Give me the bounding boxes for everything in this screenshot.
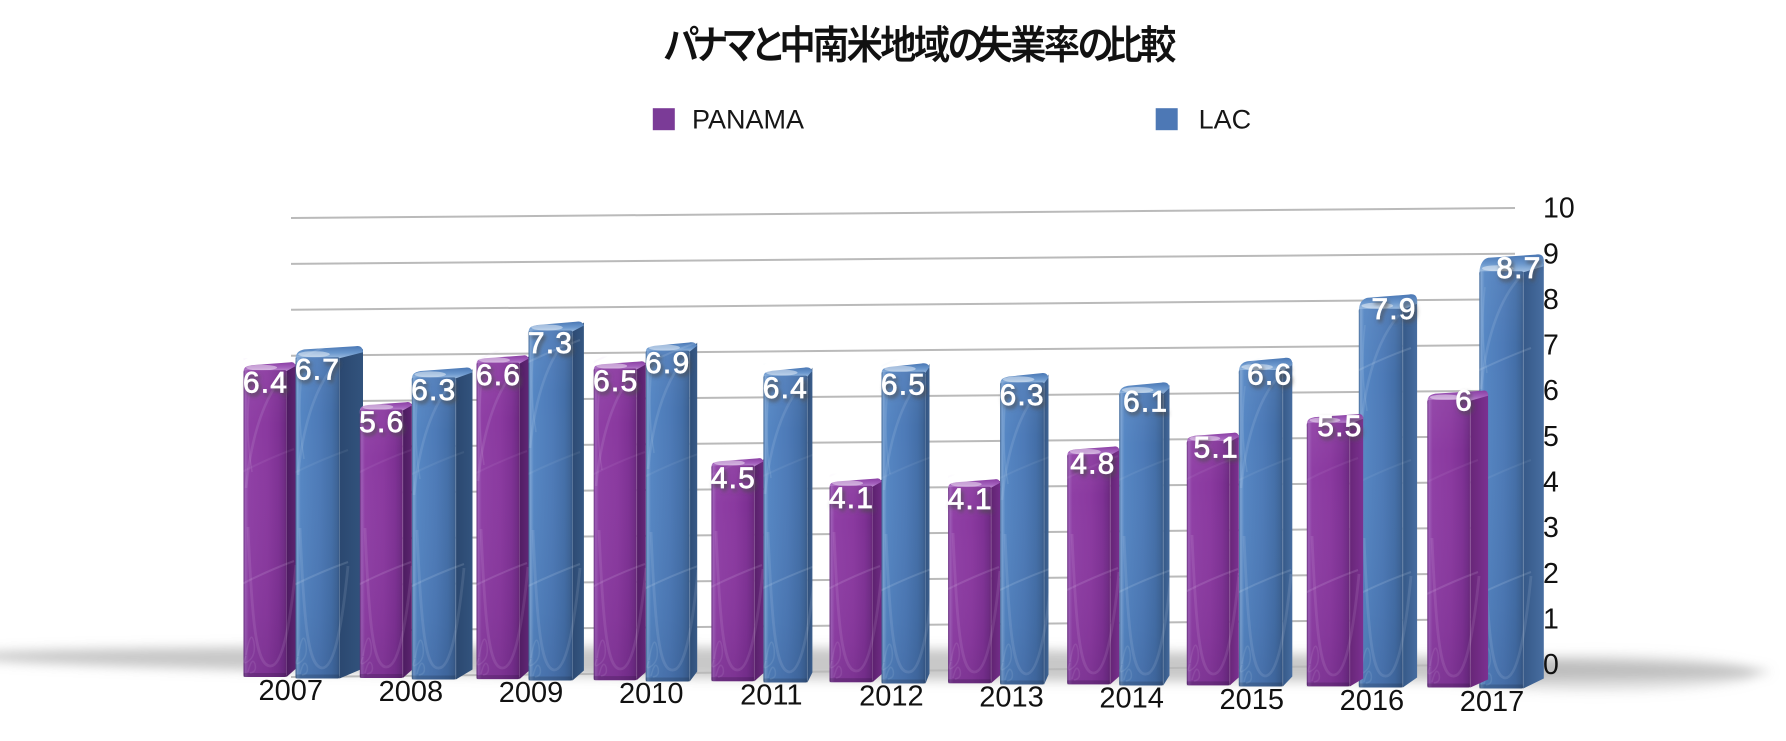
svg-text:5.5: 5.5 [1317, 410, 1362, 443]
svg-text:6.4: 6.4 [243, 367, 288, 400]
svg-text:10: 10 [1543, 193, 1575, 225]
svg-text:2014: 2014 [1099, 683, 1164, 715]
svg-text:7.3: 7.3 [528, 327, 573, 360]
svg-text:6.1: 6.1 [1123, 386, 1168, 419]
svg-text:2013: 2013 [979, 682, 1044, 714]
svg-text:9: 9 [1543, 238, 1559, 270]
svg-text:8: 8 [1543, 284, 1559, 316]
svg-text:5: 5 [1543, 421, 1559, 453]
svg-text:6: 6 [1543, 375, 1559, 407]
svg-text:2008: 2008 [379, 676, 444, 708]
svg-text:4.1: 4.1 [947, 483, 992, 516]
svg-text:5.1: 5.1 [1194, 431, 1239, 464]
svg-text:2015: 2015 [1220, 684, 1285, 716]
svg-text:2009: 2009 [499, 677, 564, 709]
svg-text:LAC: LAC [1199, 104, 1252, 134]
svg-text:4.1: 4.1 [829, 482, 874, 515]
svg-text:6.6: 6.6 [476, 359, 521, 392]
svg-text:7: 7 [1543, 330, 1559, 362]
svg-text:2016: 2016 [1340, 685, 1405, 717]
svg-text:2007: 2007 [259, 675, 324, 707]
svg-text:1: 1 [1543, 604, 1559, 636]
svg-text:6.3: 6.3 [411, 374, 456, 407]
svg-text:7.9: 7.9 [1371, 293, 1416, 326]
svg-text:4.5: 4.5 [711, 462, 756, 495]
svg-text:6.7: 6.7 [295, 354, 340, 387]
svg-text:2012: 2012 [859, 680, 924, 712]
svg-text:4.8: 4.8 [1070, 448, 1115, 481]
svg-text:2011: 2011 [740, 679, 802, 711]
svg-text:4: 4 [1543, 467, 1559, 499]
svg-text:3: 3 [1543, 512, 1559, 544]
svg-text:6: 6 [1455, 384, 1473, 417]
svg-text:6.4: 6.4 [763, 372, 808, 405]
svg-text:6.5: 6.5 [593, 365, 638, 398]
svg-text:0: 0 [1543, 649, 1559, 681]
svg-text:8.7: 8.7 [1496, 252, 1541, 285]
svg-text:5.6: 5.6 [359, 406, 404, 439]
svg-text:6.6: 6.6 [1247, 359, 1292, 392]
svg-text:PANAMA: PANAMA [692, 104, 804, 134]
svg-text:6.9: 6.9 [645, 347, 690, 380]
svg-text:2017: 2017 [1460, 686, 1525, 718]
svg-text:6.5: 6.5 [881, 368, 926, 401]
svg-text:6.3: 6.3 [999, 379, 1044, 412]
svg-text:2: 2 [1543, 558, 1559, 590]
svg-text:2010: 2010 [619, 678, 684, 710]
